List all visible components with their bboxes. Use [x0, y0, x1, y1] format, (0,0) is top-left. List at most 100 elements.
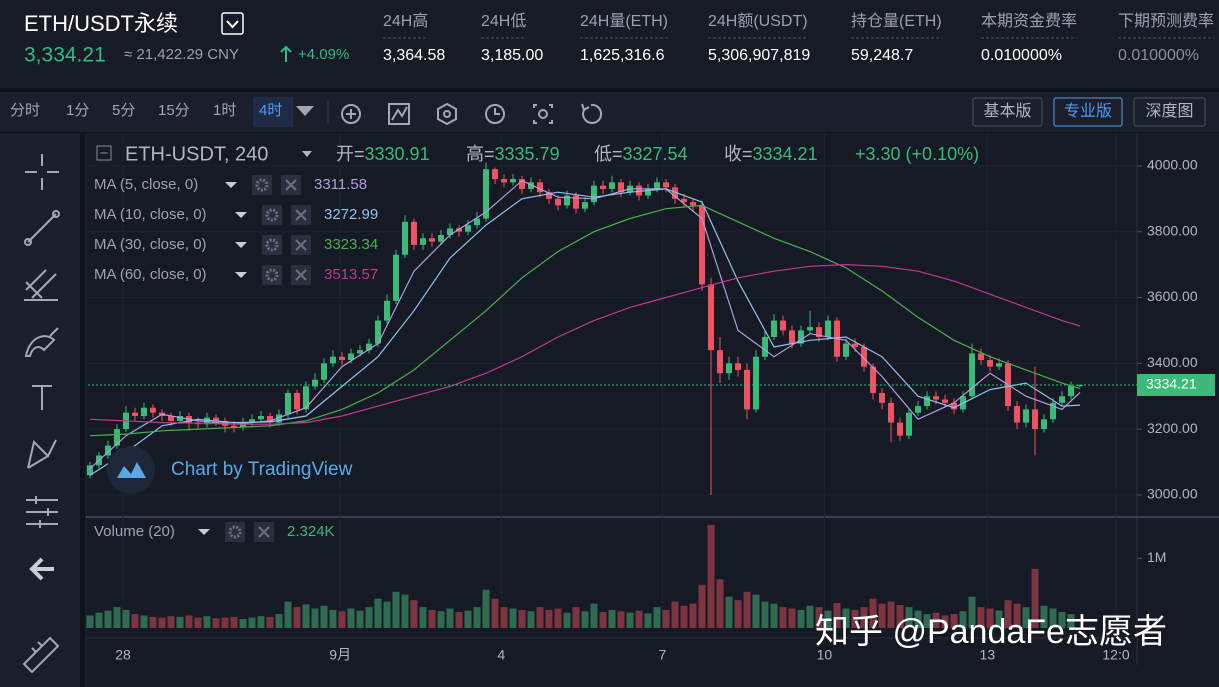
fib-tool[interactable] [24, 269, 58, 301]
volume-bar [608, 609, 616, 628]
ma-line [89, 263, 1081, 425]
candle-body [609, 182, 616, 189]
interval-button[interactable]: 4时 [259, 102, 282, 119]
volume-bar [275, 614, 283, 628]
volume-bar [239, 618, 247, 628]
legend-dropdown[interactable] [198, 529, 210, 535]
interval-dropdown[interactable] [296, 106, 314, 116]
ruler-tool[interactable] [22, 636, 60, 674]
volume-bar [356, 610, 364, 628]
candle-body [230, 425, 237, 428]
change-24h: +4.09% [298, 46, 349, 63]
volume-bar [248, 617, 256, 628]
volume-bar [716, 579, 724, 628]
chart-type-icon[interactable] [388, 103, 410, 125]
pattern-tool[interactable] [27, 439, 57, 469]
reset-icon[interactable] [582, 103, 603, 124]
volume-bar [158, 617, 166, 628]
volume-bar [518, 609, 526, 628]
y-tick-label: 3200.00 [1147, 420, 1198, 436]
hide-tools[interactable] [29, 557, 54, 581]
settings-icon[interactable] [437, 102, 457, 126]
legend-name: Volume (20) [94, 523, 175, 540]
volume-bar [599, 611, 607, 628]
candle-body [879, 392, 886, 403]
legend-gear [265, 238, 279, 252]
legend-value: 3311.58 [314, 176, 367, 193]
tv-credit: Chart by TradingView [171, 459, 353, 480]
mode-button[interactable] [1053, 97, 1123, 127]
legend-name: MA (60, close, 0) [94, 266, 207, 283]
legend-settings[interactable] [252, 175, 272, 195]
volume-bar [554, 608, 562, 628]
reset-arrow [581, 103, 590, 112]
candle-body [942, 399, 949, 403]
candle-body [789, 330, 796, 344]
volume-bar [959, 611, 967, 628]
volume-bar [869, 598, 877, 628]
crosshair-tool[interactable] [25, 154, 59, 190]
collapse-button[interactable] [96, 145, 112, 161]
volume-bar [1013, 603, 1021, 628]
legend-gear [255, 178, 269, 192]
text-tool[interactable] [32, 385, 52, 410]
legend-dropdown[interactable] [235, 272, 247, 278]
candle-body [771, 320, 778, 338]
interval-button[interactable]: 分时 [10, 102, 40, 119]
volume-bar [851, 609, 859, 628]
toolbar-icons [296, 100, 603, 126]
interval-button[interactable]: 1时 [213, 102, 236, 119]
candle-body [86, 465, 93, 476]
volume-bar [140, 615, 148, 628]
volume-bar [257, 616, 265, 628]
candle-body [852, 343, 859, 347]
symbol: ETH/USDT永续 [24, 11, 178, 36]
candle-body [392, 254, 399, 301]
volume-bar [590, 603, 598, 628]
trendline-tool[interactable] [27, 213, 57, 243]
legend-dropdown[interactable] [235, 242, 247, 248]
legend-settings[interactable] [225, 522, 245, 542]
x-tick-label: 10 [817, 647, 833, 663]
indicator-icon[interactable] [341, 104, 361, 124]
candle-body [374, 320, 381, 344]
candle-body [870, 366, 877, 393]
legend-dropdown[interactable] [225, 182, 237, 188]
candle-body [636, 185, 643, 196]
candle-body [275, 414, 282, 423]
candle-body [933, 396, 940, 400]
mode-button[interactable] [1133, 97, 1206, 127]
interval-button[interactable]: 5分 [112, 102, 135, 119]
interval-button[interactable]: 15分 [158, 102, 190, 119]
volume-bar [653, 607, 661, 628]
candle-body [861, 346, 868, 367]
legend-settings[interactable] [262, 205, 282, 225]
candle-body [645, 188, 652, 196]
x-tick-label: 28 [115, 647, 131, 663]
candle-body [176, 415, 183, 421]
title-dropdown[interactable] [302, 151, 312, 157]
legend-settings[interactable] [262, 265, 282, 285]
brush-tool[interactable] [24, 327, 59, 357]
screenshot-icon[interactable] [533, 104, 553, 124]
clock-icon[interactable] [485, 104, 505, 124]
interval-button[interactable]: 1分 [66, 102, 89, 119]
sidebar [0, 133, 80, 687]
watermark: 知乎 @PandaFe志愿者 [815, 613, 1167, 651]
legend-dropdown[interactable] [235, 212, 247, 218]
dropdown-chevron [226, 20, 239, 29]
legend-settings[interactable] [262, 235, 282, 255]
trendline-end [52, 210, 60, 218]
candle-body [897, 422, 904, 436]
candle-body [1068, 386, 1075, 397]
candle-body [924, 396, 931, 407]
legend-gear [228, 525, 242, 539]
candle-body [203, 417, 210, 425]
measure-tool[interactable] [26, 496, 58, 528]
volume-bar [527, 611, 535, 628]
symbol-dropdown[interactable] [221, 12, 244, 35]
ma-line [89, 188, 1081, 476]
y-tick-label: 3400.00 [1147, 354, 1198, 370]
mode-button[interactable] [972, 97, 1043, 127]
